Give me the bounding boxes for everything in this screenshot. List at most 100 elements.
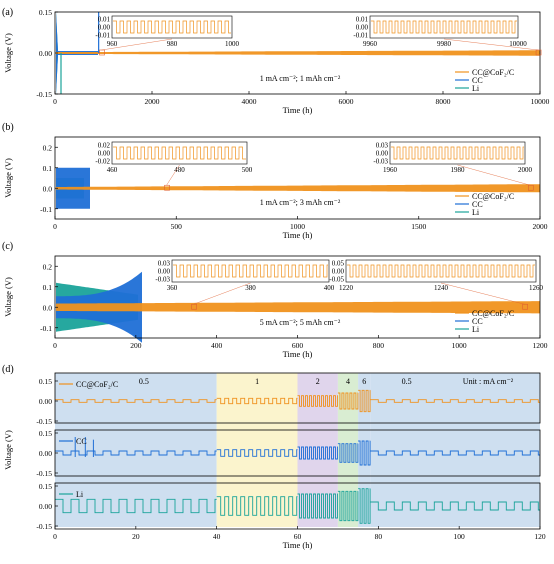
panel-a: (a) 0 2000 4000 6000 8000 10000 0.15 0.00 -0.15 Ti… (2, 7, 550, 115)
x-tick-label: 20 (132, 532, 140, 541)
inset-x-tick-label: 500 (242, 166, 253, 174)
subplot-trace (370, 501, 540, 511)
inset-x-tick-label: 9980 (437, 40, 452, 48)
legend-label: Li (472, 208, 480, 217)
inset-y-tick-label: 0.03 (158, 260, 171, 268)
rate-region (370, 373, 540, 527)
x-tick-label: 0 (53, 341, 57, 350)
subplot-trace (216, 397, 298, 405)
x-tick-label: 8000 (436, 97, 451, 106)
inset-y-tick-label: 0.05 (332, 260, 345, 268)
inset-x-tick-label: 980 (167, 40, 178, 48)
inset-y-tick-label: 0.00 (158, 268, 171, 276)
y-tick-label: -0.15 (36, 469, 52, 478)
inset-trace (371, 20, 517, 34)
inset-y-tick-label: -0.02 (95, 158, 110, 166)
y-axis-label: Voltage (V) (3, 277, 13, 317)
y-tick-label: 0.00 (39, 502, 52, 511)
zoom-marker (522, 303, 528, 310)
inset-y-tick-label: 0.00 (376, 150, 389, 158)
panel-label: (d) (2, 364, 14, 375)
rate-region-label: 1 (255, 377, 259, 386)
inset-y-tick-label: 0.00 (98, 150, 111, 158)
y-tick-label: 0.00 (39, 397, 52, 406)
panel-b: (b) 0 500 1000 1500 2000 0.2 0.1 0.0 -0.1 Time (h)… (2, 122, 548, 240)
y-tick-label: 0.15 (39, 429, 52, 438)
x-axis-label: Time (h) (283, 349, 313, 359)
x-tick-label: 0 (53, 222, 57, 231)
x-tick-label: 80 (375, 532, 383, 541)
inset-y-tick-label: 0.00 (356, 24, 369, 32)
subplot-trace (55, 498, 217, 514)
x-tick-label: 2000 (145, 97, 160, 106)
inset-frame (171, 259, 330, 283)
condition-annotation: 1 mA cm⁻²; 1 mAh cm⁻² (260, 74, 341, 83)
y-tick-label: -0.1 (40, 205, 52, 214)
y-tick-label: -0.15 (36, 90, 52, 99)
condition-annotation: 5 mA cm⁻²; 5 mAh cm⁻² (260, 318, 341, 327)
y-tick-label: 0.2 (43, 143, 53, 152)
x-tick-label: 10000 (531, 97, 550, 106)
subplot-trace (216, 496, 298, 516)
x-tick-label: 0 (53, 97, 57, 106)
legend-label: CC (472, 76, 483, 85)
x-tick-label: 1200 (533, 341, 548, 350)
inset-x-tick-label: 1960 (383, 166, 398, 174)
x-tick-label: 400 (211, 341, 223, 350)
y-tick-label: 0.00 (39, 449, 52, 458)
subplot-trace (297, 446, 338, 460)
panel-c: (c) 0 200 400 600 800 1000 1200 0.2 0.1 0.0 -0.1 Tim… (2, 241, 548, 359)
inset-y-tick-label: -0.05 (329, 276, 344, 284)
legend-label: CC (76, 437, 87, 446)
legend-label: Li (472, 325, 480, 334)
inset-trace (173, 264, 328, 278)
subplot-trace (337, 392, 359, 410)
inset-y-tick-label: 0.00 (332, 268, 345, 276)
zoom-leader (193, 282, 251, 305)
inset-frame (345, 259, 537, 283)
subplot-frame (54, 372, 541, 424)
inset-y-tick-label: 0.03 (376, 142, 389, 150)
subplot-trace (370, 399, 540, 403)
inset-x-tick-label: 460 (107, 166, 118, 174)
inset-x-tick-label: 9960 (363, 40, 378, 48)
subplot-trace (55, 399, 217, 403)
inset-x-tick-label: 1240 (434, 284, 449, 292)
y-tick-label: 0.1 (43, 283, 53, 292)
y-axis-label: Voltage (V) (3, 158, 13, 198)
rate-region-label: 0.5 (402, 377, 412, 386)
y-tick-label: 0.0 (43, 184, 53, 193)
inset-y-tick-label: -0.03 (373, 158, 388, 166)
inset-x-tick-label: 960 (107, 40, 118, 48)
subplot-trace (358, 440, 371, 466)
inset-x-tick-label: 10000 (509, 40, 527, 48)
y-tick-label: -0.15 (36, 417, 52, 426)
inset-y-tick-label: 0.01 (98, 16, 111, 24)
panel-label: (b) (2, 122, 14, 133)
y-axis-label: Voltage (V) (3, 33, 13, 73)
inset-trace (391, 146, 524, 160)
legend-label: Li (76, 490, 84, 499)
subplot-trace (358, 389, 371, 413)
inset-x-tick-label: 1220 (339, 284, 354, 292)
unit-label: Unit : mA cm⁻² (463, 377, 514, 386)
x-axis-label: Time (h) (283, 540, 313, 550)
rate-region (55, 373, 217, 527)
legend-label: CC (472, 200, 483, 209)
zoom-marker (527, 184, 534, 191)
zoom-leader (443, 38, 539, 51)
x-tick-label: 40 (213, 532, 221, 541)
rate-region-label: 0.5 (139, 377, 149, 386)
series-trace-cccofc (56, 301, 540, 314)
subplot-trace (297, 493, 338, 519)
subplot-trace (337, 443, 359, 463)
subplot-trace (370, 450, 540, 456)
zoom-leader (101, 38, 173, 51)
inset-x-tick-label: 480 (174, 166, 185, 174)
inset-y-tick-label: -0.01 (95, 32, 110, 40)
legend-label: CC@CoF₂/C (472, 192, 514, 201)
series-trace-cccofc (56, 184, 540, 193)
subplot-trace (297, 395, 338, 407)
subplot-trace (358, 488, 371, 524)
